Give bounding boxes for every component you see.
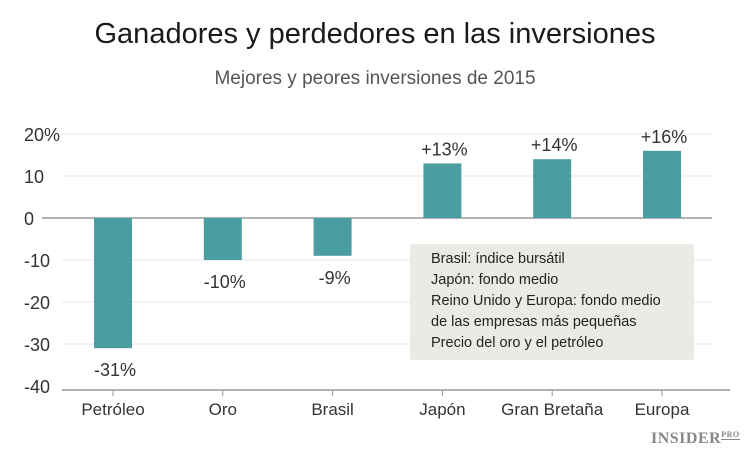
bar bbox=[203, 218, 242, 260]
y-tick-label: -30 bbox=[24, 335, 50, 355]
x-tick-label: Europa bbox=[635, 400, 690, 419]
x-tick-label: Japón bbox=[419, 400, 465, 419]
bar bbox=[94, 218, 132, 349]
annotation-line: Brasil: índice bursátil bbox=[431, 251, 565, 267]
data-label: -9% bbox=[319, 268, 351, 288]
data-label: -31% bbox=[94, 360, 136, 380]
chart-subtitle: Mejores y peores inversiones de 2015 bbox=[214, 68, 536, 89]
logo-suffix: PRO bbox=[721, 430, 740, 440]
chart-title: Ganadores y perdedores en las inversione… bbox=[94, 18, 656, 50]
y-tick-label: -10 bbox=[24, 251, 50, 271]
y-tick-label: 0 bbox=[24, 209, 34, 229]
data-label: +13% bbox=[421, 139, 468, 159]
data-label: +16% bbox=[641, 127, 688, 147]
data-label: -10% bbox=[204, 272, 246, 292]
y-tick-label: -40 bbox=[24, 377, 50, 397]
annotation-line: Reino Unido y Europa: fondo medio bbox=[431, 293, 661, 309]
insider-pro-logo: INSIDERPRO bbox=[651, 430, 740, 448]
bar bbox=[423, 163, 462, 218]
x-tick-label: Petróleo bbox=[81, 400, 144, 419]
x-tick-label: Gran Bretaña bbox=[501, 400, 604, 419]
y-tick-label: 10 bbox=[24, 167, 44, 187]
data-label: +14% bbox=[531, 135, 578, 155]
bar bbox=[643, 150, 681, 218]
annotation-line: Japón: fondo medio bbox=[431, 272, 559, 288]
y-tick-label: 20% bbox=[24, 125, 60, 145]
y-tick-label: -20 bbox=[24, 293, 50, 313]
annotation-line: Precio del oro y el petróleo bbox=[431, 335, 604, 351]
annotation-line: de las empresas más pequeñas bbox=[431, 314, 637, 330]
bar bbox=[313, 218, 352, 256]
bar bbox=[533, 159, 572, 218]
x-tick-label: Oro bbox=[209, 400, 237, 419]
x-tick-label: Brasil bbox=[311, 400, 354, 419]
annotation-box: Brasil: índice bursátil Japón: fondo med… bbox=[410, 244, 694, 360]
logo-text: INSIDER bbox=[651, 430, 722, 447]
